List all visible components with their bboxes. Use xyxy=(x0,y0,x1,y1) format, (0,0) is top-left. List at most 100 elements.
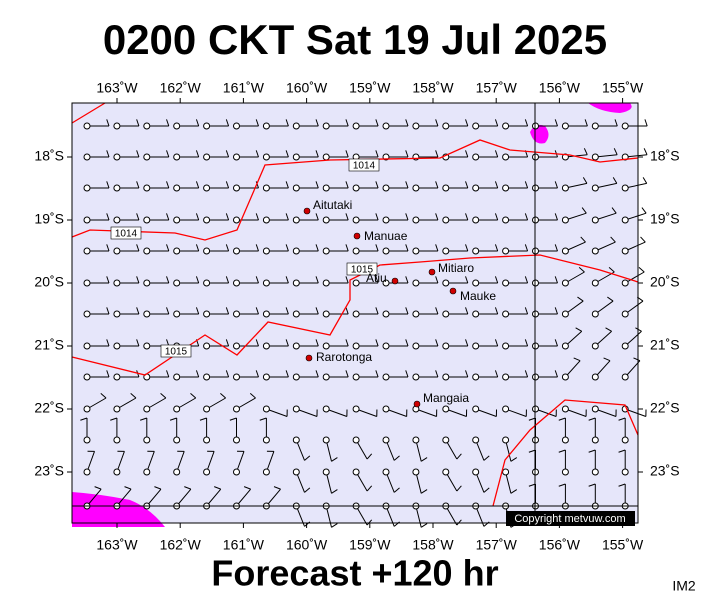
barb-station xyxy=(413,311,419,317)
barb-station xyxy=(144,248,150,254)
barb-station xyxy=(84,154,90,160)
copyright: Copyright metvuw.com xyxy=(514,513,625,525)
barb-station xyxy=(473,374,479,380)
barb-station xyxy=(84,311,90,317)
barb-station xyxy=(174,185,180,191)
barb-station xyxy=(263,469,269,475)
lat-label: 22˚S xyxy=(34,400,64,416)
barb-station xyxy=(84,217,90,223)
barb-station xyxy=(562,437,568,443)
barb-station xyxy=(413,248,419,254)
barb-station xyxy=(174,374,180,380)
barb-station xyxy=(353,217,359,223)
barb-station xyxy=(353,280,359,286)
barb-station xyxy=(204,248,210,254)
barb-station xyxy=(383,311,389,317)
barb-station xyxy=(443,217,449,223)
barb-station xyxy=(204,374,210,380)
barb-station xyxy=(353,311,359,317)
lon-label: 163˚W xyxy=(96,80,138,96)
lon-label: 155˚W xyxy=(602,80,644,96)
barb-station xyxy=(592,406,598,412)
barb-station xyxy=(114,154,120,160)
barb-station xyxy=(84,469,90,475)
barb-station xyxy=(114,311,120,317)
barb-station xyxy=(234,469,240,475)
lon-label: 156˚W xyxy=(539,80,581,96)
barb-station xyxy=(234,185,240,191)
barb-station xyxy=(383,248,389,254)
barb-station xyxy=(114,280,120,286)
lat-label: 19˚S xyxy=(34,211,64,227)
barb-station xyxy=(622,311,628,317)
barb-station xyxy=(263,374,269,380)
barb-station xyxy=(503,280,509,286)
lat-label: 20˚S xyxy=(650,274,680,290)
barb-station xyxy=(293,217,299,223)
place-label: Aitutaki xyxy=(313,198,352,212)
barb-station xyxy=(622,185,628,191)
barb-station xyxy=(323,248,329,254)
barb-station xyxy=(592,217,598,223)
barb-station xyxy=(263,406,269,412)
barb-station xyxy=(204,343,210,349)
barb-station xyxy=(323,469,329,475)
barb-station xyxy=(592,280,598,286)
barb-station xyxy=(323,311,329,317)
barb-station xyxy=(473,437,479,443)
barb-station xyxy=(503,123,509,129)
barb-station xyxy=(84,437,90,443)
barb-station xyxy=(293,154,299,160)
place-label: Rarotonga xyxy=(316,350,372,364)
barb-station xyxy=(263,185,269,191)
lon-label: 158˚W xyxy=(412,80,454,96)
lat-label: 19˚S xyxy=(650,211,680,227)
barb-station xyxy=(503,343,509,349)
barb-station xyxy=(234,217,240,223)
barb-station xyxy=(144,185,150,191)
lat-label: 23˚S xyxy=(650,463,680,479)
image-code: IM2 xyxy=(672,578,696,594)
barb-station xyxy=(174,469,180,475)
barb-station xyxy=(234,374,240,380)
place-label: Mitiaro xyxy=(438,261,474,275)
barb-station xyxy=(383,406,389,412)
barb-station xyxy=(204,311,210,317)
barb-station xyxy=(562,217,568,223)
lon-label: 159˚W xyxy=(349,537,391,553)
barb-station xyxy=(234,343,240,349)
lat-label: 21˚S xyxy=(34,337,64,353)
barb-station xyxy=(473,185,479,191)
place-label: Mangaia xyxy=(423,391,469,405)
lon-label: 157˚W xyxy=(476,80,518,96)
barb-station xyxy=(293,469,299,475)
barb-station xyxy=(84,343,90,349)
barb-station xyxy=(204,469,210,475)
barb-station xyxy=(413,343,419,349)
barb-station xyxy=(562,123,568,129)
barb-station xyxy=(293,123,299,129)
lon-label: 161˚W xyxy=(223,537,265,553)
isobar-label: 1015 xyxy=(165,347,188,358)
lat-label: 21˚S xyxy=(650,337,680,353)
barb-station xyxy=(622,374,628,380)
barb-station xyxy=(174,280,180,286)
barb-station xyxy=(592,185,598,191)
barb-station xyxy=(473,248,479,254)
barb-station xyxy=(383,217,389,223)
barb-station xyxy=(622,123,628,129)
barb-station xyxy=(443,185,449,191)
barb-station xyxy=(353,406,359,412)
barb-station xyxy=(263,154,269,160)
barb-station xyxy=(323,123,329,129)
barb-station xyxy=(413,185,419,191)
barb-station xyxy=(144,154,150,160)
barb-station xyxy=(174,311,180,317)
barb-station xyxy=(443,374,449,380)
barb-station xyxy=(234,406,240,412)
barb-station xyxy=(323,154,329,160)
barb-station xyxy=(413,123,419,129)
barb-station xyxy=(204,406,210,412)
barb-station xyxy=(204,154,210,160)
